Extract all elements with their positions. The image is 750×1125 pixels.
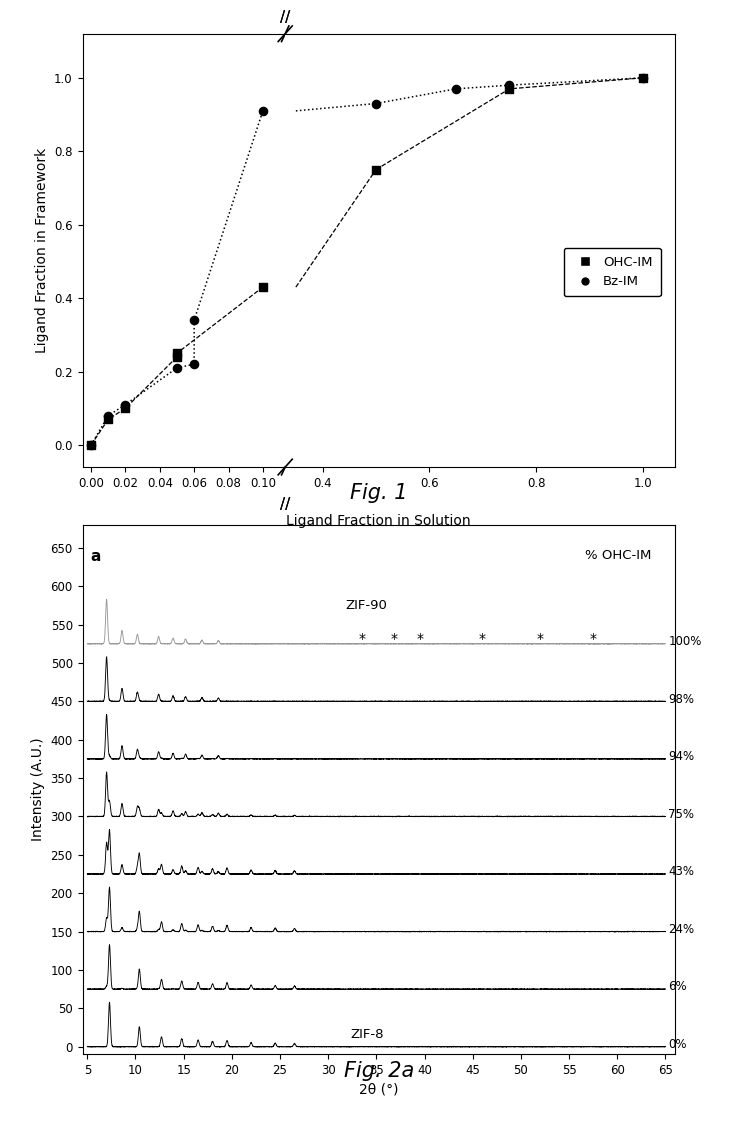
X-axis label: 2θ (°): 2θ (°) bbox=[359, 1082, 398, 1097]
Point bbox=[188, 356, 200, 374]
Text: 98%: 98% bbox=[668, 693, 694, 705]
Text: //: // bbox=[280, 10, 290, 25]
Text: 24%: 24% bbox=[668, 922, 694, 936]
Text: *: * bbox=[390, 632, 398, 646]
Text: % OHC-IM: % OHC-IM bbox=[584, 549, 651, 562]
Y-axis label: Ligand Fraction in Framework: Ligand Fraction in Framework bbox=[34, 147, 49, 353]
Point bbox=[102, 406, 114, 424]
Point bbox=[370, 94, 382, 112]
Text: *: * bbox=[478, 632, 486, 646]
Text: *: * bbox=[416, 632, 423, 646]
Point bbox=[503, 76, 515, 94]
Text: ZIF-8: ZIF-8 bbox=[350, 1027, 383, 1041]
Text: Fig. 2a: Fig. 2a bbox=[344, 1061, 414, 1081]
Legend: OHC-IM, Bz-IM: OHC-IM, Bz-IM bbox=[563, 248, 661, 296]
Point bbox=[188, 312, 200, 330]
Text: 43%: 43% bbox=[668, 865, 694, 879]
Point bbox=[171, 348, 183, 366]
Text: 94%: 94% bbox=[668, 750, 694, 763]
Text: *: * bbox=[536, 632, 544, 646]
Point bbox=[637, 69, 649, 87]
Text: 100%: 100% bbox=[668, 634, 702, 648]
Text: 75%: 75% bbox=[668, 808, 694, 820]
Point bbox=[85, 436, 97, 454]
Y-axis label: Intensity (A.U.): Intensity (A.U.) bbox=[31, 738, 45, 842]
Text: 6%: 6% bbox=[668, 980, 687, 993]
Point bbox=[119, 399, 131, 417]
Point bbox=[256, 102, 268, 120]
Text: 0%: 0% bbox=[668, 1038, 687, 1051]
Point bbox=[256, 278, 268, 296]
Text: a: a bbox=[90, 549, 101, 565]
Text: //: // bbox=[280, 497, 290, 512]
Point bbox=[171, 344, 183, 362]
Point bbox=[171, 359, 183, 377]
Text: Fig. 1: Fig. 1 bbox=[350, 483, 407, 503]
Text: *: * bbox=[358, 632, 365, 646]
Point bbox=[370, 161, 382, 179]
Text: //: // bbox=[280, 10, 290, 25]
Text: //: // bbox=[280, 497, 290, 512]
Point bbox=[503, 80, 515, 98]
Point bbox=[450, 80, 462, 98]
Point bbox=[85, 436, 97, 454]
Text: ZIF-90: ZIF-90 bbox=[346, 600, 388, 612]
Text: Ligand Fraction in Solution: Ligand Fraction in Solution bbox=[286, 514, 471, 529]
Point bbox=[637, 69, 649, 87]
Point bbox=[119, 396, 131, 414]
Point bbox=[102, 411, 114, 429]
Text: *: * bbox=[590, 632, 596, 646]
